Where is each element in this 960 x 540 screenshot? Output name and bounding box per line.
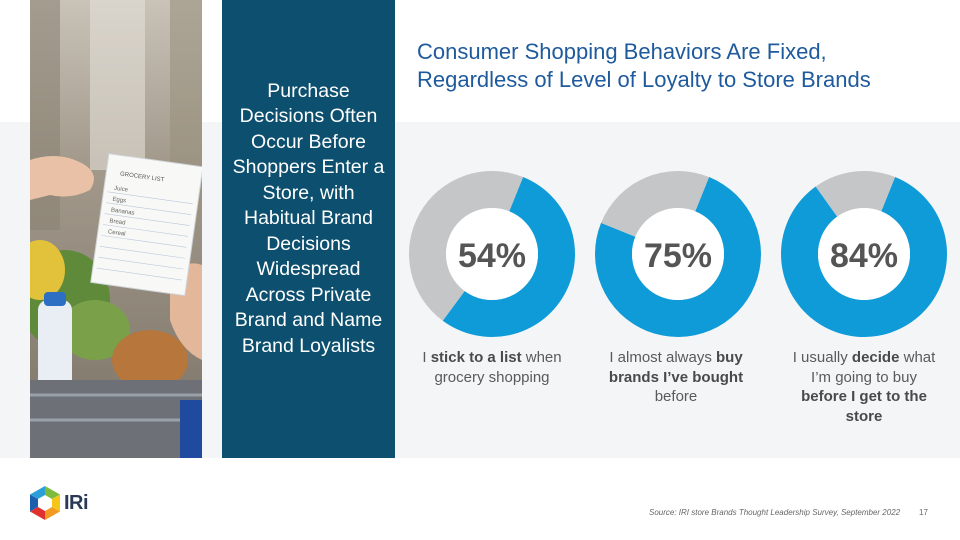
- donut-value-label: 54%: [458, 237, 526, 275]
- donut-slice-yes: [595, 177, 761, 337]
- donut-hole: [818, 208, 910, 300]
- shopping-photo-illustration: GROCERY LIST Juice Eggs Bananas Bread Ce…: [30, 0, 202, 458]
- shopping-photo: GROCERY LIST Juice Eggs Bananas Bread Ce…: [30, 0, 202, 458]
- page-number: 17: [919, 508, 928, 517]
- note-item: Cereal: [107, 229, 125, 237]
- iri-logo-text: IRi: [64, 491, 89, 514]
- caption-text: what I’m going to buy: [811, 349, 936, 386]
- donut-value-label: 75%: [644, 237, 712, 275]
- donut-slice-remainder: [601, 171, 710, 237]
- page-title: Consumer Shopping Behaviors Are Fixed, R…: [417, 38, 937, 94]
- note-item: Eggs: [112, 197, 126, 205]
- donut-hole: [446, 208, 538, 300]
- title-line-2: Regardless of Level of Loyalty to Store …: [417, 67, 871, 92]
- caption-emphasis: decide: [851, 349, 900, 366]
- note-item: Bananas: [111, 208, 135, 217]
- caption-emphasis: before I get to the store: [801, 388, 927, 425]
- iri-logo: IRi: [30, 486, 89, 520]
- caption-text: I almost always: [609, 349, 717, 366]
- caption-text: when grocery shopping: [434, 349, 562, 386]
- donut-slice-yes: [780, 177, 947, 337]
- donut-slice-yes: [442, 177, 576, 338]
- donut-slice-remainder: [815, 170, 896, 217]
- caption-text: before: [654, 388, 698, 405]
- sidebar-headline: Purchase Decisions Often Occur Before Sh…: [232, 79, 385, 357]
- caption-text: I usually: [792, 349, 852, 366]
- donut-caption-3: I usually decide what I’m going to buy b…: [789, 348, 939, 426]
- donut-slice-remainder: [409, 171, 524, 321]
- source-note: Source: IRI store Brands Thought Leaders…: [649, 508, 901, 517]
- caption-emphasis: stick to a list: [430, 349, 522, 366]
- iri-logo-icon: [30, 486, 60, 520]
- donut-hole: [632, 208, 724, 300]
- donut-value-label: 84%: [830, 237, 898, 275]
- note-item: Juice: [114, 186, 129, 194]
- caption-text: I: [422, 349, 431, 366]
- donut-caption-1: I stick to a list when grocery shopping: [417, 348, 567, 387]
- title-line-1: Consumer Shopping Behaviors Are Fixed,: [417, 39, 827, 64]
- donut-caption-2: I almost always buy brands I’ve bought b…: [601, 348, 751, 407]
- caption-emphasis: buy brands I’ve bought: [608, 349, 744, 386]
- note-item: Bread: [109, 218, 126, 226]
- sidebar-panel: Purchase Decisions Often Occur Before Sh…: [222, 0, 395, 458]
